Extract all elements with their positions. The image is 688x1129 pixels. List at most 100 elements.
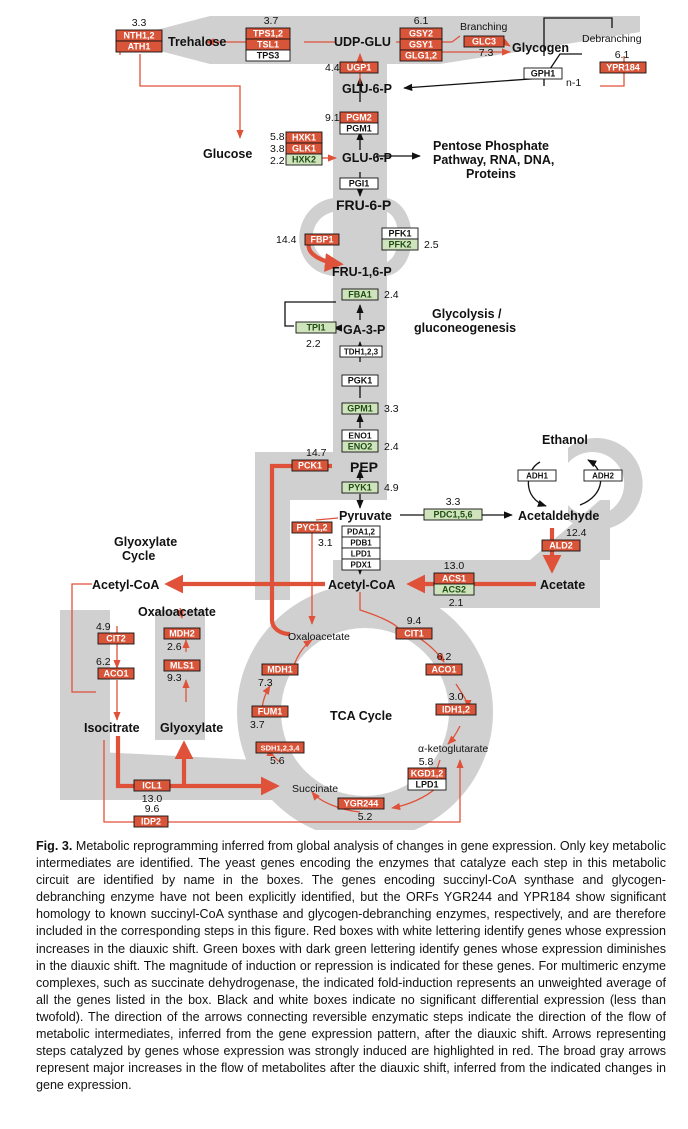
udp-glu-label: UDP-GLU — [334, 35, 391, 49]
glc3-0-box — [463, 35, 505, 48]
fum1-0-label: FUM1 — [258, 707, 283, 717]
idh-0-box — [435, 703, 477, 716]
ygr244-value: 5.2 — [358, 811, 373, 823]
hxk-2-value: 3.8 — [270, 143, 285, 155]
gpm1-value: 3.3 — [384, 403, 399, 415]
pda-3-box — [341, 558, 381, 571]
fba1-0-box — [341, 288, 379, 301]
glycolysis-label-line1: Glycolysis / — [432, 307, 502, 321]
bold-red-arrows — [115, 235, 562, 796]
pfk2-label: PFK2 — [388, 240, 411, 250]
hxk-3-value: 2.2 — [270, 155, 285, 167]
tps3-label: TPS3 — [257, 51, 280, 61]
mdh2-0-box — [163, 627, 201, 640]
pyk1-value: 4.9 — [384, 482, 399, 494]
fba1-value: 2.4 — [384, 289, 399, 301]
pck1-value: 14.7 — [306, 447, 327, 459]
pgi1-0-box — [339, 177, 379, 190]
nth-value: 3.3 — [132, 17, 147, 29]
nth-1-box — [115, 40, 163, 53]
adh1-0-label: ADH1 — [526, 472, 548, 481]
aco1-tca-value: 6.2 — [437, 651, 452, 663]
pda-0-label: PDA1,2 — [347, 528, 376, 537]
ygr244-0-label: YGR244 — [344, 799, 379, 809]
pep-label: PEP — [350, 459, 378, 475]
glyoxylate-label: Glyoxylate — [160, 721, 223, 735]
succinate-label: Succinate — [292, 783, 338, 795]
pck1-0-label: PCK1 — [298, 461, 322, 471]
ypr184-0-box — [599, 61, 647, 74]
glycolysis-label-line2: gluconeogenesis — [414, 321, 516, 335]
pdc-0-label: PDC1,5,6 — [433, 510, 472, 520]
acs-1-value: 13.0 — [444, 560, 465, 572]
pgk1-0-box — [341, 374, 379, 387]
ygr244-0-box — [337, 797, 385, 810]
adh1-0-box — [517, 469, 557, 482]
pgi1-0-label: PGI1 — [349, 179, 370, 189]
kgd-label: KGD1,2 — [411, 769, 444, 779]
icl1-value: 13.0 — [142, 793, 163, 805]
glycogen-label: Glycogen — [512, 41, 569, 55]
eno2-label: ENO2 — [348, 442, 373, 452]
red-arrows — [71, 35, 625, 823]
aco1-left-0-label: ACO1 — [103, 669, 128, 679]
cit1-0-label: CIT1 — [404, 629, 424, 639]
ppp-label-line2: Pathway, RNA, DNA, — [433, 153, 554, 167]
cit1-value: 9.4 — [407, 615, 422, 627]
tpi1-0-label: TPI1 — [306, 323, 325, 333]
pdc-0-box — [423, 508, 483, 521]
tca-cycle-label: TCA Cycle — [330, 709, 392, 723]
n1-label: n-1 — [566, 77, 581, 89]
hxk-1-label: GLK1 — [292, 144, 316, 154]
gsy-value: 6.1 — [414, 15, 429, 27]
glu6p-label: GLU-6-P — [342, 151, 392, 165]
gsy-2-label: GLG1,2 — [405, 51, 437, 61]
fbp1-0-label: FBP1 — [310, 235, 333, 245]
tps3-box — [245, 49, 291, 62]
mls1-value: 9.3 — [167, 672, 182, 684]
caption-label: Fig. 3. — [36, 839, 73, 853]
glu6p-top-label: GLU-6-P — [342, 82, 392, 96]
idp2-0-box — [133, 815, 169, 828]
pgm1-box — [339, 122, 379, 135]
isocitrate-label: Isocitrate — [84, 721, 140, 735]
tpi1-0-box — [295, 321, 337, 334]
pda-2-label: LPD1 — [351, 550, 372, 559]
ethanol-label: Ethanol — [542, 433, 588, 447]
acs1-label: ACS1 — [442, 574, 466, 584]
trehalose-label: Trehalose — [168, 35, 226, 49]
mdh2-value: 2.6 — [167, 641, 182, 653]
gph1-0-box — [523, 67, 563, 80]
glyoxylate-cycle-label-line1: Glyoxylate — [114, 535, 177, 549]
mls1-0-box — [163, 659, 201, 672]
pda-1-label: PDB1 — [350, 539, 372, 548]
idp2-0-label: IDP2 — [141, 817, 161, 827]
glyoxylate-cycle-label-line2: Cycle — [122, 549, 155, 563]
aco1-left-value: 6.2 — [96, 656, 111, 668]
sdh-0-label: SDH1,2,3,4 — [261, 744, 301, 753]
icl1-0-label: ICL1 — [142, 781, 162, 791]
fru6p-label: FRU-6-P — [336, 197, 391, 213]
tps-value: 3.7 — [264, 15, 279, 27]
oxaloacetate-left-label: Oxaloacetate — [138, 605, 216, 619]
acetaldehyde-label: Acetaldehyde — [518, 509, 599, 523]
ald2-0-box — [541, 539, 581, 552]
pyk1-0-label: PYK1 — [348, 483, 372, 493]
pgm2-0-label: PGM2 — [346, 113, 372, 123]
pgm1-label: PGM1 — [346, 124, 372, 134]
kgd-value: 5.8 — [419, 756, 434, 768]
ald2-value: 12.4 — [566, 527, 587, 539]
hxk2-label: HXK2 — [292, 155, 316, 165]
idh-0-label: IDH1,2 — [442, 705, 470, 715]
acetylcoa-mid-label: Acetyl-CoA — [328, 578, 395, 592]
hxk-0-label: HXK1 — [292, 133, 316, 143]
gpm1-0-label: GPM1 — [347, 404, 373, 414]
glc3-value: 7.3 — [479, 47, 494, 59]
idh-value: 3.0 — [449, 691, 464, 703]
pyk1-0-box — [341, 481, 379, 494]
pfk-value: 2.5 — [424, 239, 439, 251]
pdc-value: 3.3 — [446, 496, 461, 508]
mdh1-0-label: MDH1 — [267, 665, 293, 675]
tdh-0-box — [339, 345, 383, 358]
nth-0-label: NTH1,2 — [123, 31, 154, 41]
